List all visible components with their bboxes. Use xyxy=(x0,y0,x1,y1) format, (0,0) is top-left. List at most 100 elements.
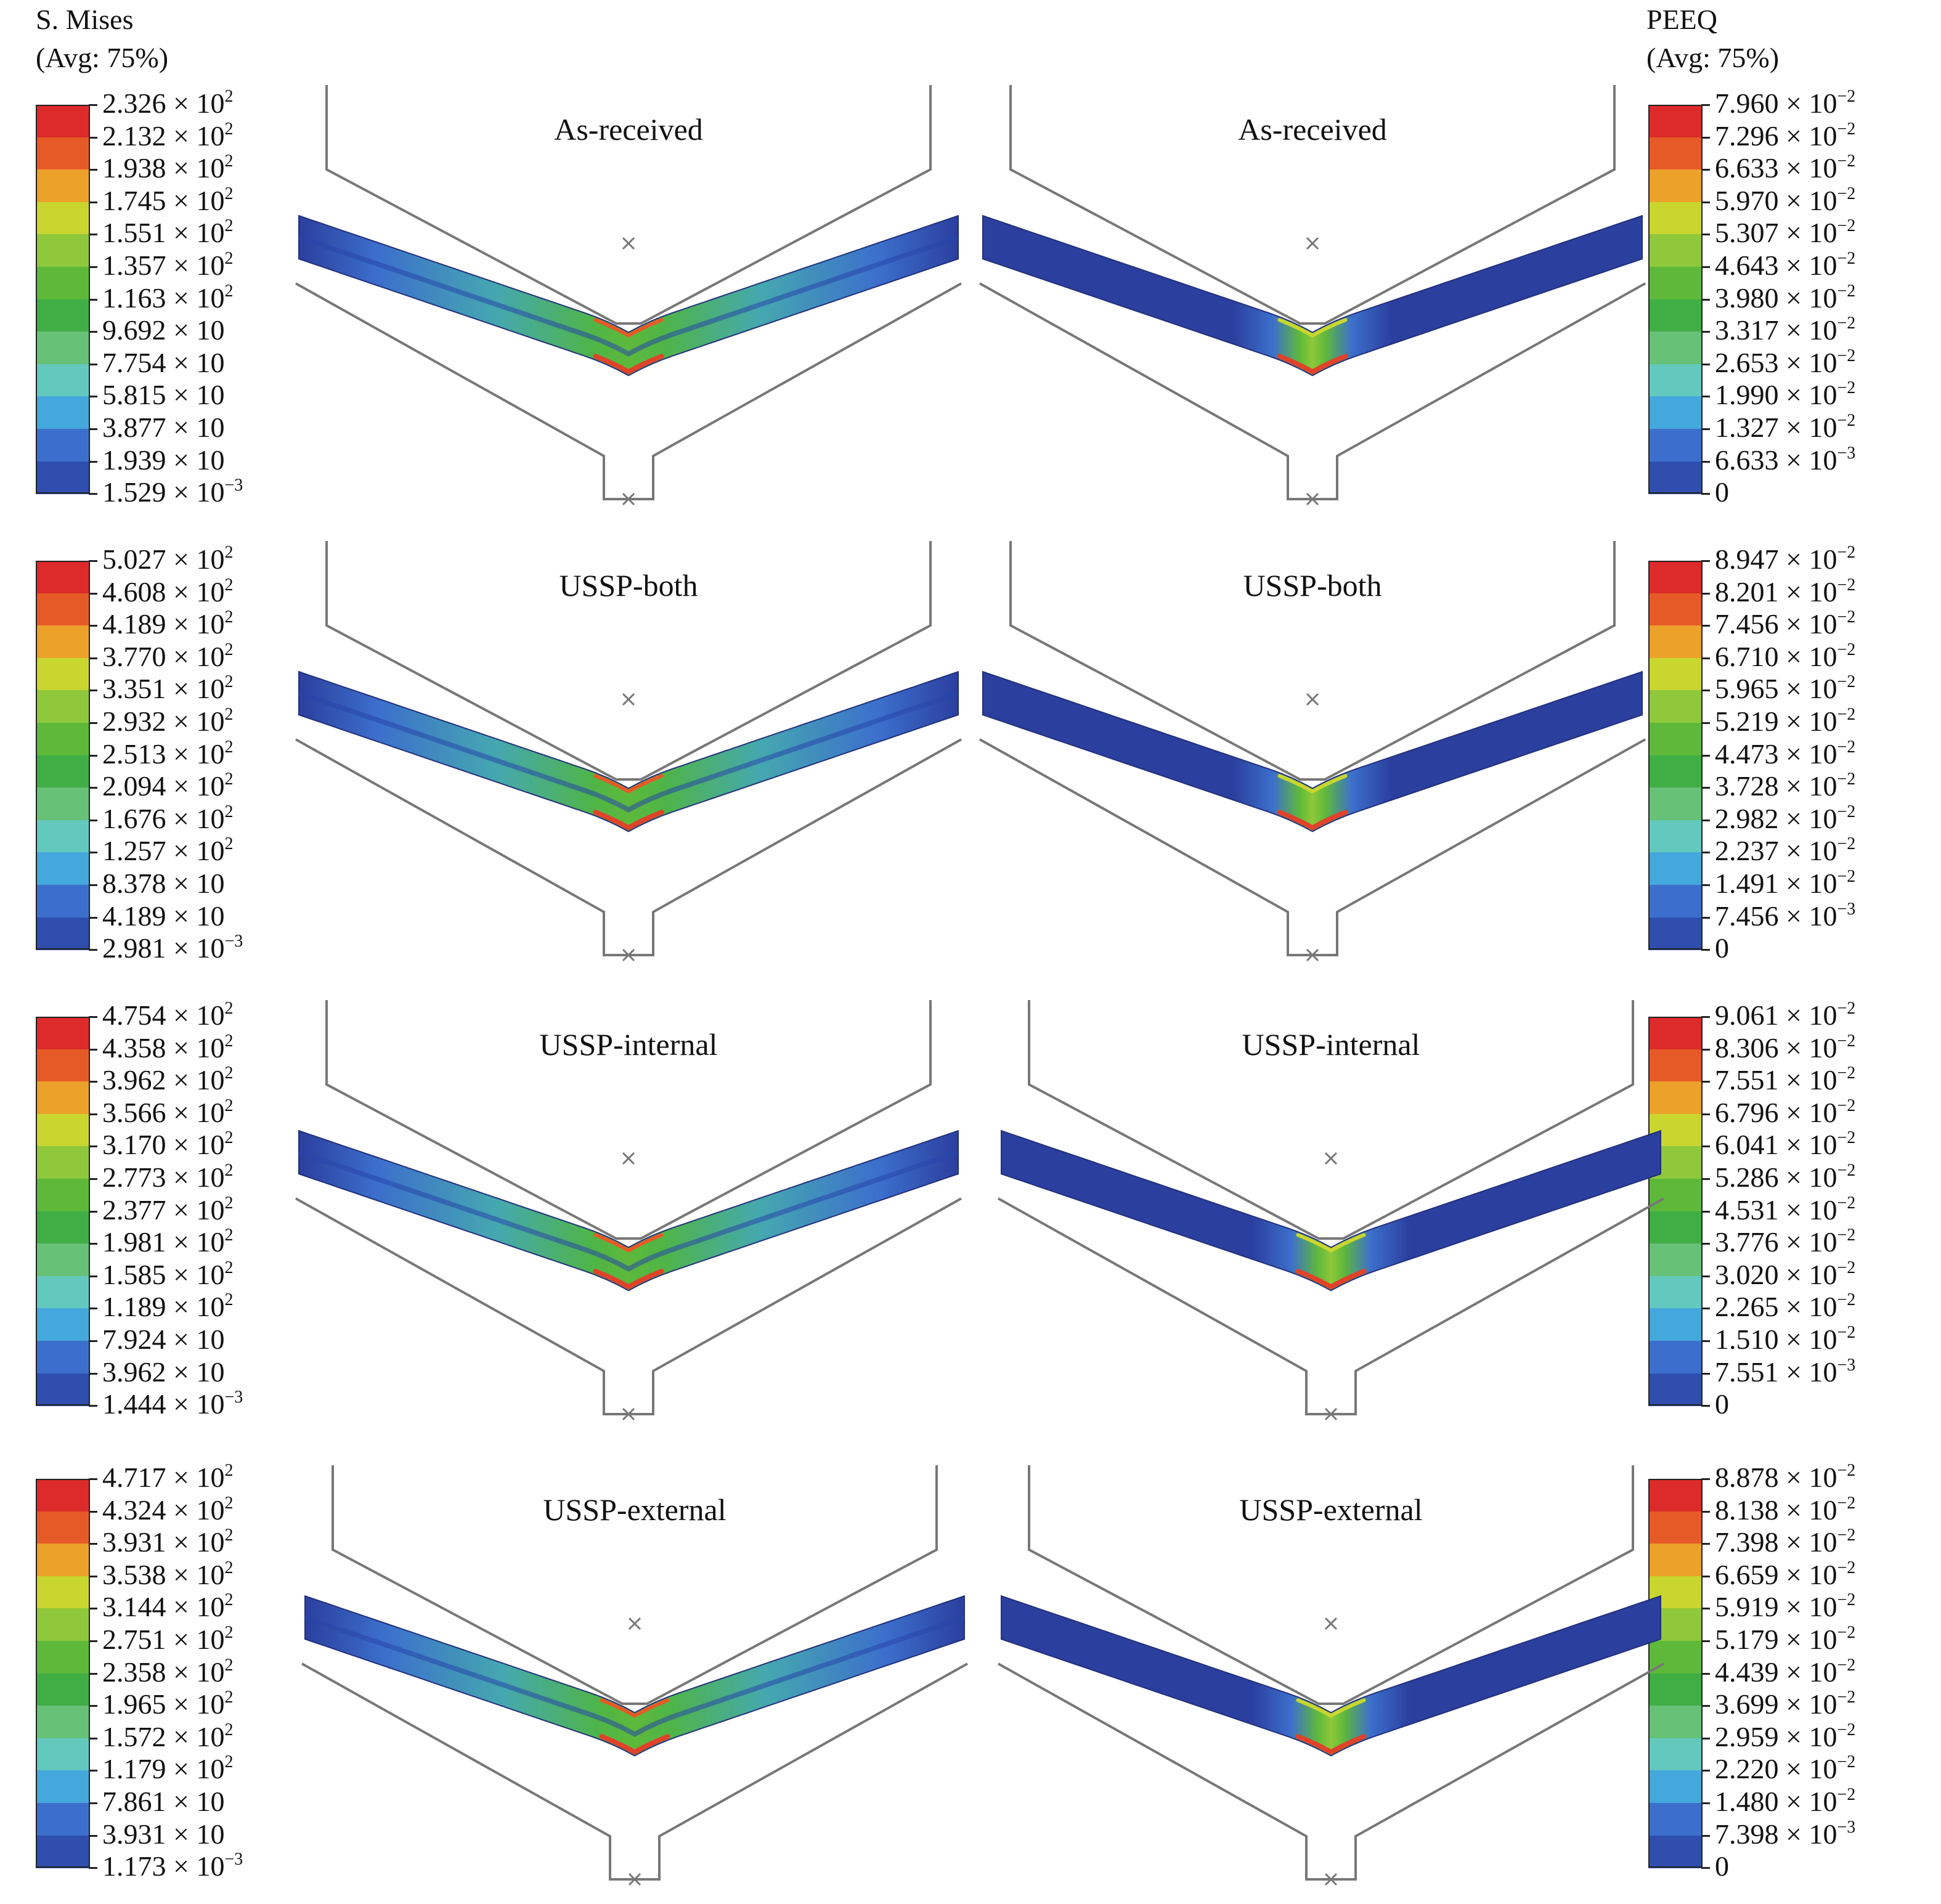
tick-mark xyxy=(89,592,97,595)
tick-mantissa: 1.480 xyxy=(1715,1786,1779,1817)
tick-mantissa: 3.931 xyxy=(102,1526,166,1558)
tick-mark xyxy=(89,722,97,724)
tick-label: 2.653 × 10−2 xyxy=(1715,346,1855,383)
tick-label: 2.513 × 102 xyxy=(102,738,233,775)
color-band xyxy=(36,1146,90,1179)
tick-exponent: 2 xyxy=(224,249,234,268)
tick-label: 1.529 × 10−3 xyxy=(102,476,243,513)
tick-label: 3.962 × 10 xyxy=(102,1356,224,1388)
punch-outline xyxy=(325,85,932,325)
mises-legend-subtitle: (Avg: 75%) xyxy=(36,42,169,73)
tick-mantissa: 2.981 xyxy=(102,932,166,964)
tick-mark xyxy=(1701,1308,1710,1310)
tick-times-ten: × 10 xyxy=(1778,379,1837,411)
tick-exponent: −2 xyxy=(1837,543,1856,562)
color-band xyxy=(1648,105,1703,138)
tick-times-ten: × 10 xyxy=(166,640,225,672)
tick-mantissa: 4.643 xyxy=(1715,250,1779,281)
tick-mark xyxy=(89,396,97,398)
tick-times-ten: × 10 xyxy=(166,1688,225,1720)
color-band xyxy=(1648,723,1703,756)
tick-mantissa: 2.326 xyxy=(102,87,166,119)
color-band xyxy=(36,1049,90,1083)
punch-outline xyxy=(1028,1465,1634,1705)
tick-label: 2.377 × 102 xyxy=(102,1194,233,1231)
tick-times-ten: × 10 xyxy=(166,1194,225,1226)
color-band xyxy=(36,755,90,789)
tick-mantissa: 6.796 xyxy=(1715,1096,1779,1128)
peak-zone-top xyxy=(1296,1698,1366,1718)
tick-times-ten: × 10 xyxy=(1778,1688,1837,1720)
tick-mark xyxy=(1701,1737,1710,1739)
color-band xyxy=(36,396,90,429)
tick-mantissa: 7.551 xyxy=(1715,1356,1779,1388)
tick-label: 2.959 × 10−2 xyxy=(1715,1720,1856,1757)
tick-mark xyxy=(1701,1145,1710,1148)
tick-times-ten: × 10 xyxy=(1778,999,1837,1031)
tick-exponent: −2 xyxy=(1837,281,1856,301)
tick-exponent: 2 xyxy=(224,1290,234,1310)
tick-mantissa: 5.027 xyxy=(102,543,166,575)
tick-times-ten: × 10 xyxy=(1778,346,1837,378)
tick-mantissa: 0 xyxy=(1715,1388,1729,1420)
tick-times-ten: × 10 xyxy=(166,1526,225,1558)
tick-mark xyxy=(89,363,97,365)
tick-label: 6.710 × 10−2 xyxy=(1715,640,1855,677)
die-outline xyxy=(979,738,1646,956)
contour-plot xyxy=(295,541,962,962)
tick-exponent: 2 xyxy=(224,737,234,757)
tick-mantissa: 2.653 xyxy=(1715,346,1779,378)
peak-zone-bottom xyxy=(593,354,664,375)
color-band xyxy=(1648,690,1703,723)
color-band xyxy=(1648,1803,1703,1836)
tick-times-ten: × 10 xyxy=(166,217,225,249)
color-band xyxy=(1648,1341,1703,1374)
tick-label: 7.398 × 10−2 xyxy=(1715,1526,1855,1563)
tick-exponent: −2 xyxy=(1837,1752,1856,1772)
tick-mark xyxy=(1701,787,1710,789)
tick-label: 5.219 × 10−2 xyxy=(1715,705,1855,742)
tick-mantissa: 7.296 xyxy=(1715,120,1779,152)
color-band xyxy=(36,1803,90,1836)
tick-exponent: −2 xyxy=(1837,1720,1856,1739)
die-outline xyxy=(998,1197,1664,1415)
color-band xyxy=(1648,429,1703,462)
tick-label: 1.444 × 10−3 xyxy=(102,1388,243,1425)
tick-mantissa: 3.962 xyxy=(102,1064,166,1096)
color-band xyxy=(1648,625,1703,659)
tick-mantissa: 4.189 xyxy=(102,608,166,640)
tick-times-ten: × 10 xyxy=(1778,184,1837,216)
tick-times-ten: × 10 xyxy=(1778,217,1837,249)
tick-times-ten: × 10 xyxy=(166,412,225,443)
reference-point-marker xyxy=(622,492,635,506)
color-band xyxy=(1648,852,1703,885)
tick-times-ten: × 10 xyxy=(1778,1558,1837,1590)
tick-label: 7.754 × 10 xyxy=(102,347,224,379)
tick-times-ten: × 10 xyxy=(1778,282,1837,314)
tick-mantissa: 1.529 xyxy=(102,476,166,508)
tick-times-ten: × 10 xyxy=(1778,1818,1837,1850)
tick-exponent: −2 xyxy=(1837,314,1856,333)
tick-label: 7.960 × 10−2 xyxy=(1715,87,1855,124)
tick-times-ten: × 10 xyxy=(166,802,225,834)
tick-mark xyxy=(1701,690,1710,692)
tick-mantissa: 2.751 xyxy=(102,1624,166,1655)
tick-times-ten: × 10 xyxy=(166,932,225,964)
tick-label: 0 xyxy=(1715,1388,1729,1420)
mises-legend-title: S. Mises xyxy=(36,4,134,35)
tick-label: 8.378 × 10 xyxy=(102,868,224,900)
neutral-layer xyxy=(298,235,959,357)
tick-times-ten: × 10 xyxy=(1778,1291,1837,1323)
tick-mark xyxy=(89,1405,97,1407)
tick-mark xyxy=(89,916,97,919)
tick-mantissa: 2.959 xyxy=(1715,1720,1779,1752)
tick-exponent: −2 xyxy=(1837,1226,1856,1245)
tick-times-ten: × 10 xyxy=(1778,1656,1837,1688)
tick-label: 8.306 × 10−2 xyxy=(1715,1031,1855,1068)
tick-mantissa: 0 xyxy=(1715,1850,1729,1882)
tick-times-ten: × 10 xyxy=(1778,250,1837,281)
reference-point-marker xyxy=(1324,1617,1338,1630)
tick-mark xyxy=(1701,1705,1710,1707)
tick-times-ten: × 10 xyxy=(1778,412,1837,443)
tick-exponent: −2 xyxy=(1837,1064,1856,1083)
